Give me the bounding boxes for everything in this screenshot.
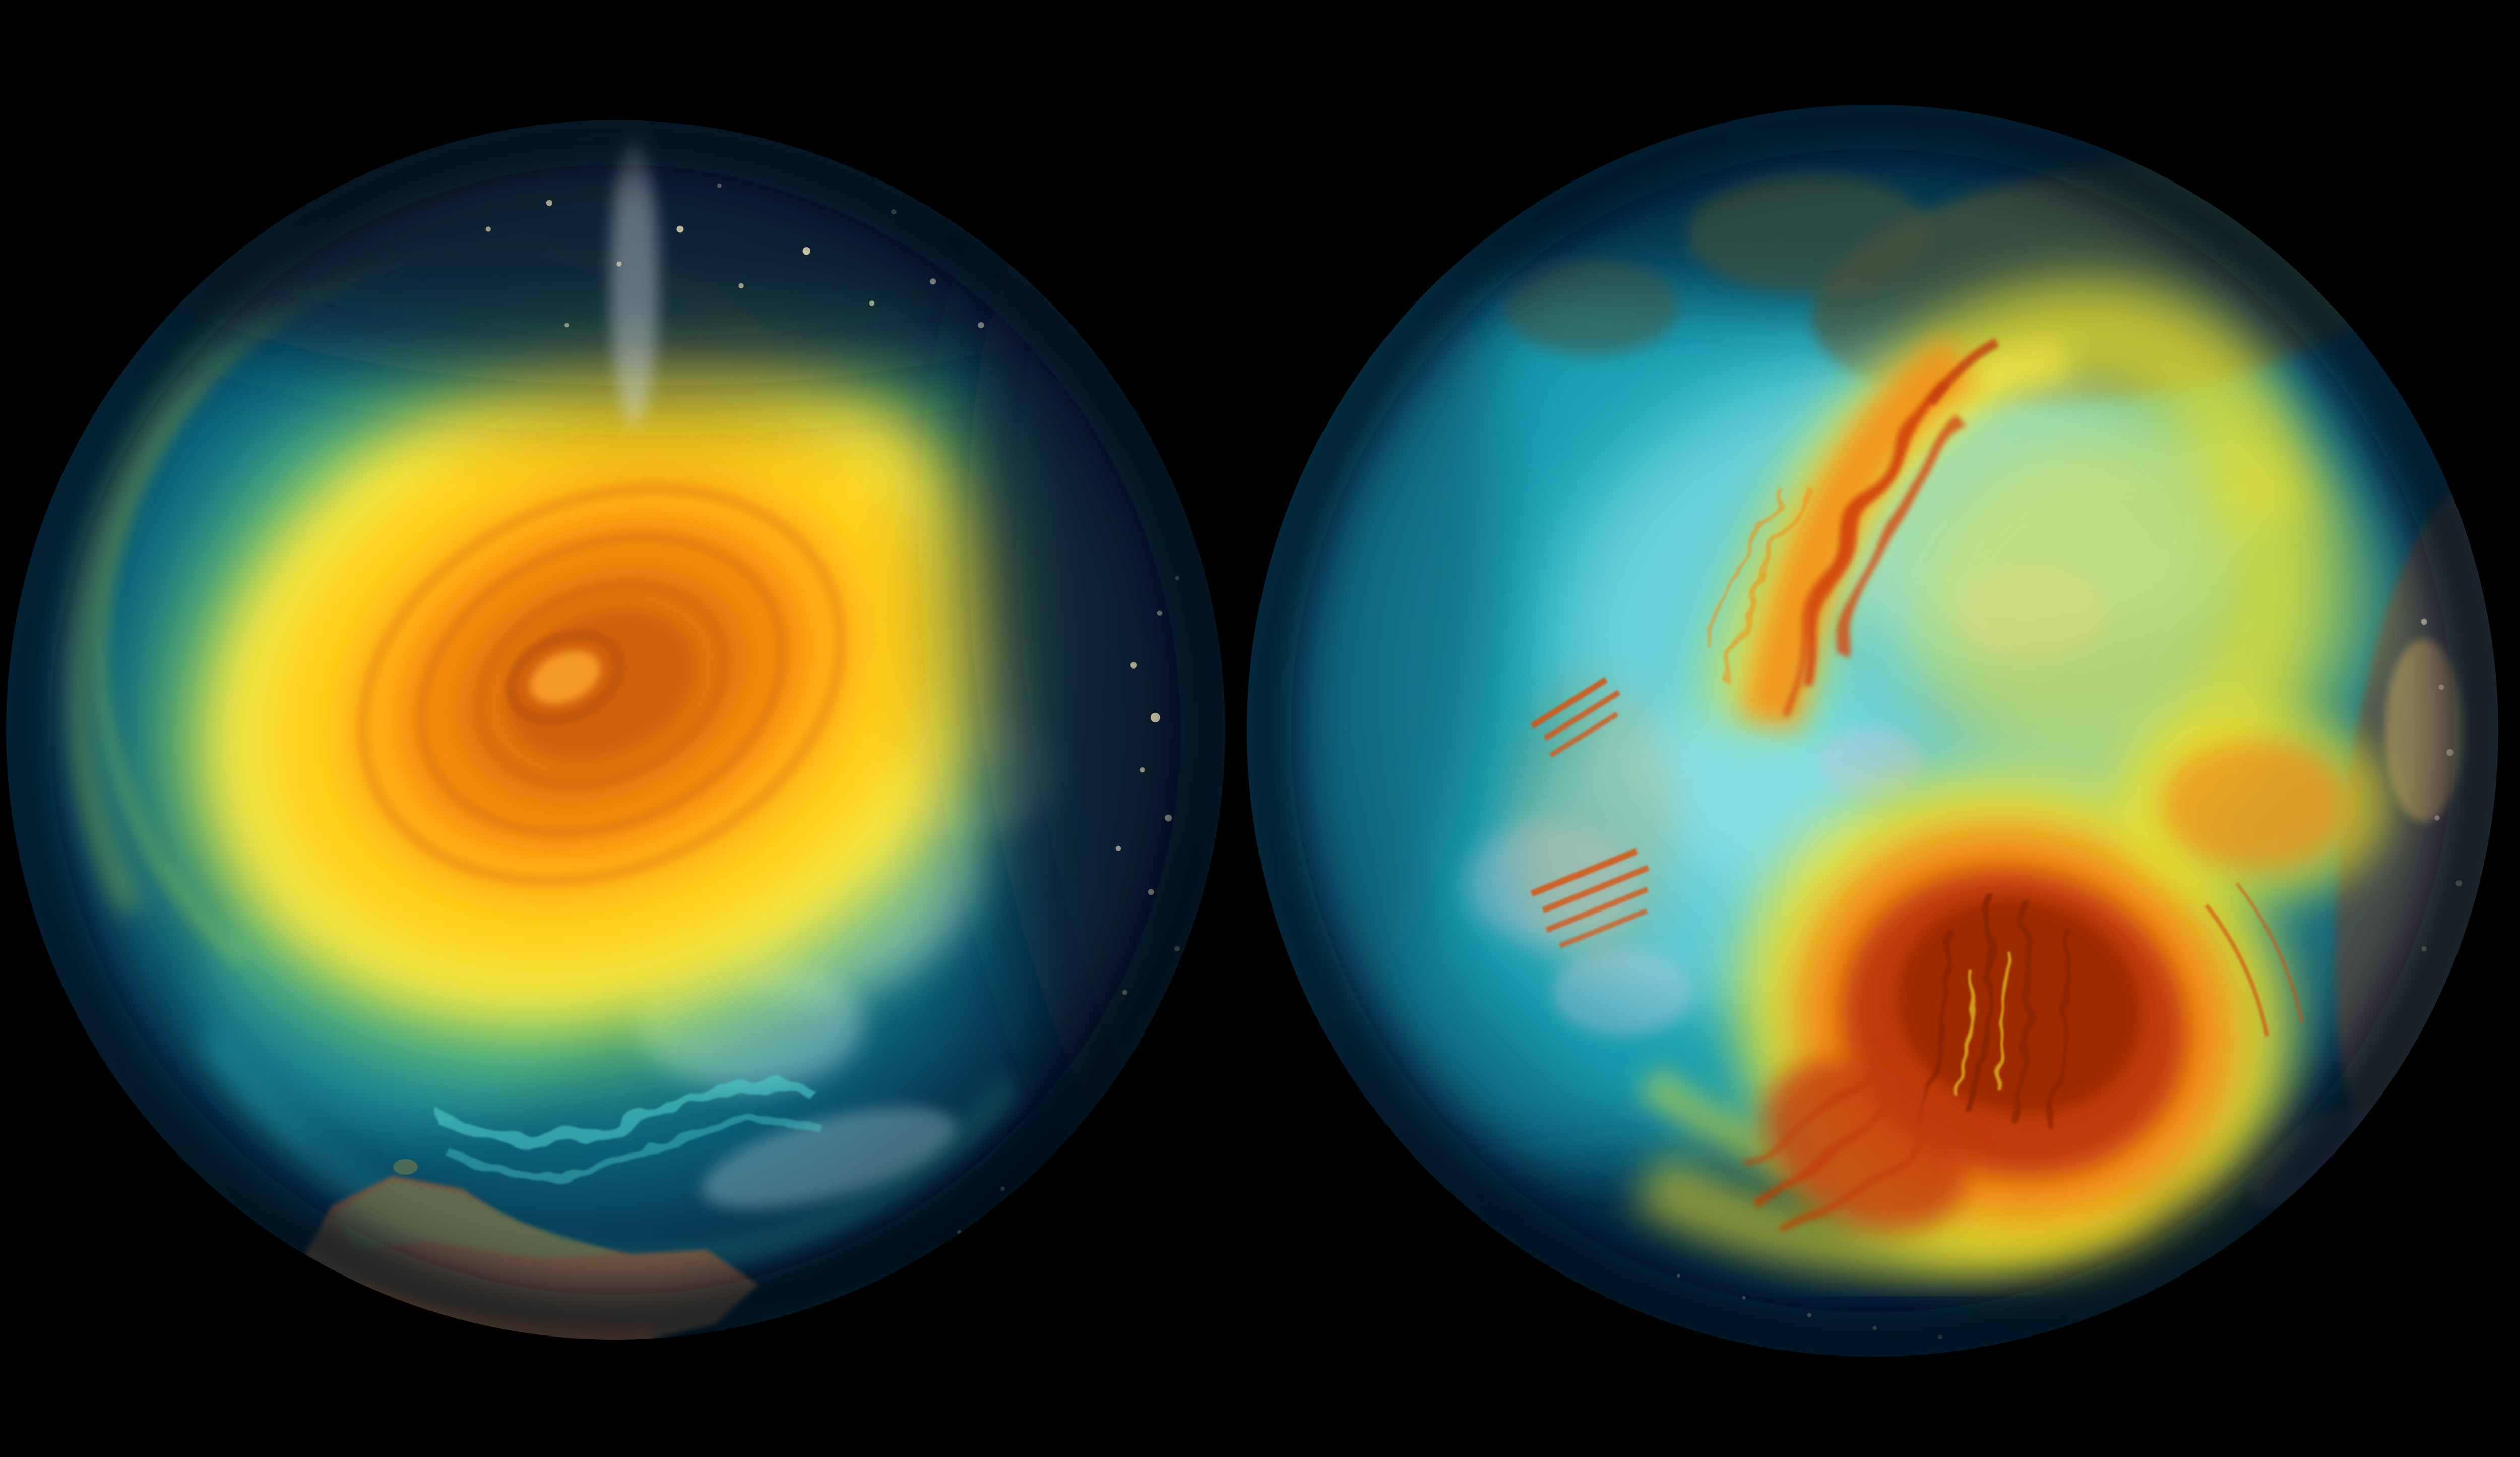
right-limb-shadow bbox=[1247, 104, 2498, 1357]
vortex-eye bbox=[529, 650, 600, 704]
wave-packets-left bbox=[1504, 674, 1679, 962]
vortex-rings bbox=[298, 435, 905, 935]
polar-vortex bbox=[144, 285, 1059, 1084]
left-globe bbox=[6, 120, 1225, 1340]
cloud-streak bbox=[610, 137, 659, 426]
right-globe bbox=[1247, 104, 2498, 1357]
chevron-waves bbox=[433, 1080, 821, 1180]
storm-red-region bbox=[1737, 704, 2389, 1274]
vortex-eye-ring bbox=[505, 629, 625, 726]
night-side bbox=[65, 120, 1225, 1250]
left-limb-shadow bbox=[6, 120, 1225, 1340]
gravity-wave-train bbox=[1707, 336, 1999, 727]
